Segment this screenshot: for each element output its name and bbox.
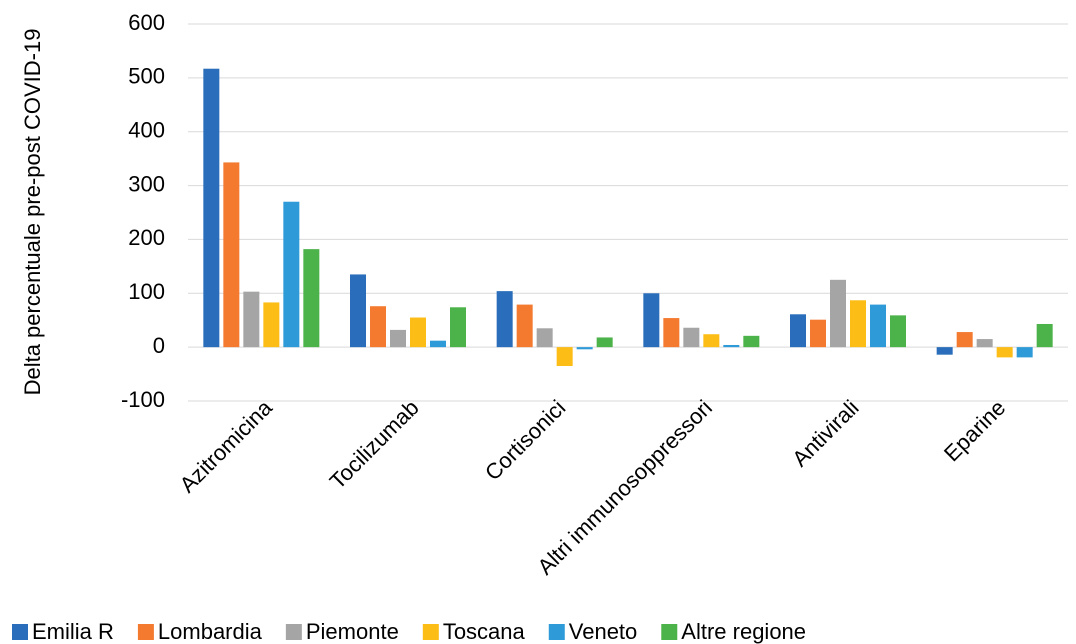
bar [850,300,866,348]
bar [683,327,700,348]
legend-label: Toscana [443,619,526,644]
bar [390,329,406,348]
y-tick-label: 300 [128,171,165,196]
bar [976,339,993,348]
bar [556,347,573,366]
bar [996,347,1013,358]
legend-label: Emilia R [32,619,114,644]
bar [536,328,553,348]
x-tick-label: Eparine [939,395,1010,466]
y-tick-label: 400 [128,118,165,143]
bar [936,347,953,355]
y-tick-label: 0 [153,333,165,358]
bar [810,319,826,348]
x-tick-label: Azitromicina [175,394,278,497]
y-tick-label: 500 [128,64,165,89]
legend-swatch [661,624,678,640]
legend-swatch [422,624,439,640]
y-tick-label: -100 [121,387,165,412]
bar [596,337,613,348]
bar [870,304,886,348]
bar [350,274,366,348]
legend-label: Altre regione [681,619,806,644]
bar [703,334,720,348]
bar [830,279,846,348]
bar [223,162,240,348]
bar [496,291,513,348]
bar [203,68,220,348]
bar [516,304,533,348]
bar [450,307,466,348]
bar [283,201,300,348]
x-tick-label: Antivirali [787,395,863,471]
legend-label: Veneto [569,619,638,644]
legend-swatch [285,624,302,640]
bar [743,335,760,348]
y-axis-label: Delta percentuale pre-post COVID-19 [20,29,45,396]
y-tick-label: 100 [128,279,165,304]
bar [410,317,426,348]
bar [430,340,446,348]
bar [263,302,280,348]
bar [956,332,973,348]
bar [790,314,806,348]
bar [663,318,680,348]
legend-label: Piemonte [306,619,399,644]
bar [890,315,906,348]
legend-swatch [12,624,28,640]
bar [723,344,740,348]
bar [576,347,593,350]
bar [303,249,320,348]
y-tick-label: 200 [128,225,165,250]
y-tick-label: 600 [128,10,165,35]
legend-swatch [137,624,154,640]
bar [370,306,386,348]
bar [1036,323,1053,348]
bar [243,291,260,348]
bar [643,293,660,348]
bar [1016,347,1033,358]
x-tick-label: Cortisonici [480,395,570,485]
legend-label: Lombardia [158,619,263,644]
x-tick-label: Tocilizumab [325,395,424,494]
legend-swatch [548,624,565,640]
